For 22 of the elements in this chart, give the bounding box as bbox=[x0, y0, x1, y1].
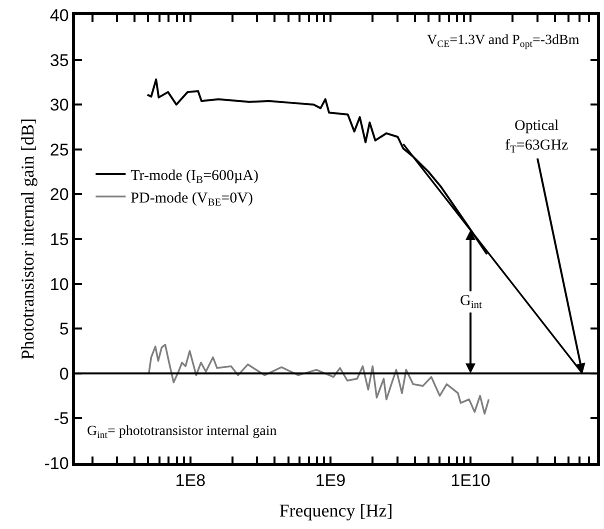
annotation: G$_{int}$ bbox=[460, 293, 482, 312]
y-tick-label: 15 bbox=[50, 230, 69, 249]
annotation: Optical f$_{T}$=63GHz bbox=[505, 118, 569, 156]
annotation: V$_{CE}$=1.3V and P$_{opt}$=-3dBm bbox=[427, 33, 580, 50]
x-tick-label: 1E9 bbox=[315, 471, 346, 490]
y-tick-label: 0 bbox=[59, 364, 69, 384]
y-tick-label: -10 bbox=[44, 454, 69, 473]
y-tick-label: -5 bbox=[54, 409, 69, 428]
y-tick-label: 35 bbox=[50, 50, 69, 70]
y-tick-label: 30 bbox=[50, 96, 69, 115]
x-tick-label: 1E8 bbox=[175, 471, 206, 490]
y-tick-label: 40 bbox=[50, 6, 69, 25]
x-tick-label: 1E10 bbox=[450, 471, 490, 490]
y-axis-title: Phototransistor internal gain [dB] bbox=[17, 118, 38, 360]
annotation: G$_{int}$= phototransistor internal gain bbox=[87, 424, 277, 441]
y-tick-label: 10 bbox=[50, 274, 69, 294]
x-axis-title: Frequency [Hz] bbox=[279, 500, 393, 520]
y-tick-label: 25 bbox=[50, 140, 69, 160]
y-tick-label: 20 bbox=[50, 185, 69, 204]
legend-label: Tr-mode (I$_{B}$=600µA) bbox=[130, 168, 259, 186]
y-tick-label: 5 bbox=[59, 320, 69, 339]
legend-label: PD-mode (V$_{BE}$=0V) bbox=[130, 190, 253, 208]
